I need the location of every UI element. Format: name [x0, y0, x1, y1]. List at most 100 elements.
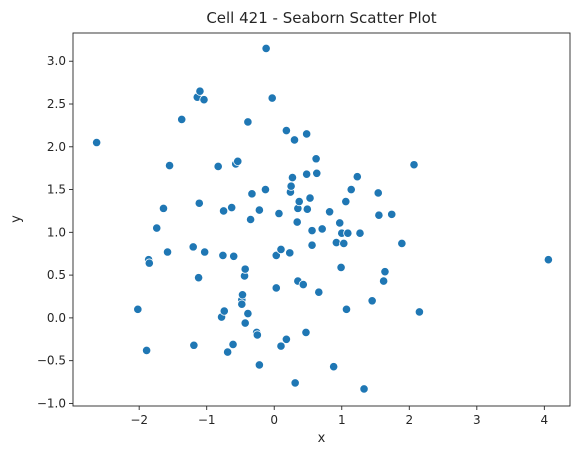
- scatter-point: [218, 250, 228, 261]
- scatter-point: [261, 43, 271, 53]
- scatter-point: [285, 248, 295, 258]
- scatter-point: [311, 154, 321, 164]
- scatter-point: [164, 161, 175, 171]
- y-tick-label: 2.0: [47, 140, 66, 154]
- scatter-point: [289, 135, 300, 145]
- scatter-point: [200, 247, 210, 257]
- y-axis-label: y: [9, 215, 24, 223]
- scatter-point: [346, 184, 356, 195]
- scatter-point: [367, 296, 377, 306]
- x-axis-label: x: [318, 431, 326, 446]
- scatter-point: [290, 378, 300, 388]
- scatter-point: [229, 251, 239, 261]
- scatter-point: [317, 224, 327, 234]
- scatter-point: [335, 218, 345, 228]
- y-tick-label: −0.5: [37, 354, 66, 368]
- scatter-point: [543, 255, 553, 265]
- scatter-point: [227, 202, 237, 213]
- scatter-point: [162, 247, 173, 257]
- scatter-point: [240, 318, 250, 328]
- scatter-point: [237, 290, 248, 300]
- scatter-point: [276, 341, 286, 351]
- scatter-point: [194, 198, 204, 208]
- x-tick-label: 1: [338, 413, 346, 427]
- scatter-point: [305, 193, 315, 203]
- scatter-point: [152, 223, 162, 233]
- plot-area: −2 −1 0 1 2 3 4 −1.0 −0.5 0.0 0.5 1.0 1.5 2.0 2.5 3.0: [37, 32, 571, 427]
- scatter-point: [339, 238, 349, 249]
- scatter-point: [380, 267, 390, 277]
- scatter-point: [286, 181, 296, 191]
- scatter-point: [359, 384, 369, 394]
- scatter-point: [247, 189, 257, 199]
- scatter-point: [292, 217, 302, 227]
- scatter-point: [240, 264, 250, 274]
- scatter-point: [281, 125, 291, 136]
- scatter-point: [373, 188, 383, 198]
- scatter-point: [194, 273, 204, 283]
- scatter-point: [302, 204, 312, 214]
- scatter-point: [307, 240, 317, 250]
- scatter-point: [314, 287, 324, 297]
- scatter-point: [219, 306, 229, 316]
- scatter-point: [92, 137, 102, 148]
- scatter-point: [237, 299, 247, 309]
- scatter-point: [142, 345, 152, 355]
- scatter-point: [302, 169, 312, 179]
- scatter-point: [144, 258, 154, 268]
- y-tick-label: 0.5: [47, 268, 66, 282]
- scatter-point: [254, 205, 264, 215]
- scatter-point: [254, 360, 264, 370]
- scatter-point: [245, 214, 256, 225]
- x-tick-label: 3: [473, 413, 481, 427]
- y-tick-label: 1.0: [47, 225, 66, 239]
- scatter-point: [397, 238, 407, 249]
- scatter-point: [199, 95, 209, 105]
- scatter-point: [352, 172, 362, 182]
- scatter-point: [281, 334, 291, 344]
- y-tick-label: −1.0: [37, 396, 66, 410]
- scatter-point: [387, 209, 397, 219]
- scatter-point: [177, 114, 187, 125]
- y-tick-label: 2.5: [47, 97, 66, 111]
- x-tick-label: 4: [541, 413, 549, 427]
- scatter-point: [276, 244, 286, 255]
- scatter-point: [195, 86, 205, 96]
- y-tick-label: 0.0: [47, 311, 66, 325]
- scatter-point: [343, 228, 353, 238]
- scatter-point: [243, 309, 253, 319]
- scatter-point: [329, 362, 339, 372]
- scatter-point: [341, 304, 352, 314]
- scatter-point: [271, 250, 281, 261]
- scatter-point: [409, 160, 419, 170]
- scatter-point: [336, 262, 346, 273]
- scatter-point: [287, 172, 298, 183]
- scatter-point: [307, 226, 317, 236]
- scatter-point: [325, 207, 335, 217]
- scatter-point: [188, 242, 198, 252]
- scatter-point: [218, 206, 229, 216]
- scatter-point: [189, 340, 199, 350]
- scatter-point: [312, 168, 322, 178]
- scatter-point: [341, 196, 351, 207]
- scatter-point: [223, 347, 233, 357]
- x-tick-label: 0: [270, 413, 278, 427]
- scatter-point: [302, 129, 312, 139]
- scatter-point: [133, 304, 143, 314]
- scatter-point: [260, 184, 271, 195]
- scatter-point: [267, 93, 277, 103]
- scatter-point: [213, 161, 223, 172]
- x-tick-label: −2: [130, 413, 148, 427]
- y-tick-label: 3.0: [47, 54, 66, 68]
- scatter-point: [414, 307, 425, 317]
- x-tick-label: 2: [405, 413, 413, 427]
- scatter-point: [301, 327, 311, 338]
- scatter-point: [374, 210, 384, 220]
- scatter-point: [252, 330, 262, 340]
- x-tick-label: −1: [198, 413, 216, 427]
- scatter-point: [228, 339, 238, 350]
- scatter-point: [298, 279, 308, 290]
- scatter-point: [233, 156, 243, 166]
- chart-title: Cell 421 - Seaborn Scatter Plot: [206, 9, 436, 27]
